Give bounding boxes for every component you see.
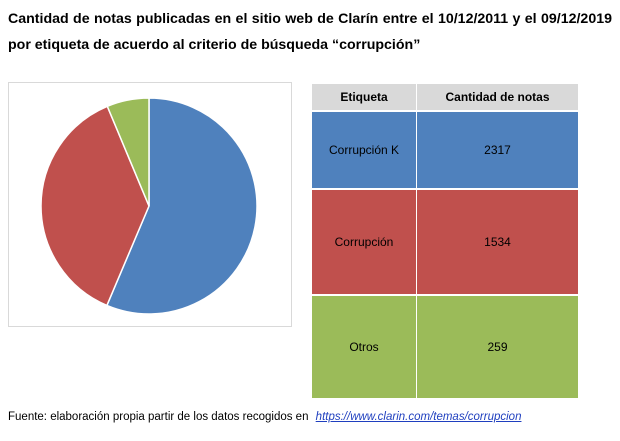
pie-slice-otros <box>106 97 150 207</box>
pie-slice-corrupción-k <box>105 97 258 315</box>
header-etiqueta: Etiqueta <box>312 84 417 112</box>
source-link[interactable]: https://www.clarin.com/temas/corrupcion <box>315 411 522 423</box>
header-cantidad: Cantidad de notas <box>416 84 578 112</box>
table-row: Corrupción K 2317 <box>312 110 578 189</box>
chart-title: Cantidad de notas publicadas en el sitio… <box>8 11 612 53</box>
pie-chart-area <box>8 82 292 327</box>
pie-chart <box>40 97 258 315</box>
data-table: Etiqueta Cantidad de notas Corrupción K … <box>312 84 578 398</box>
row-label: Corrupción <box>312 188 417 295</box>
table-row: Corrupción 1534 <box>312 188 578 295</box>
table-header-row: Etiqueta Cantidad de notas <box>312 84 578 112</box>
table-row: Otros 259 <box>312 294 578 398</box>
row-value: 1534 <box>416 188 578 295</box>
source-note: Fuente: elaboración propia partir de los… <box>8 411 521 423</box>
source-text: Fuente: elaboración propia partir de los… <box>8 411 309 423</box>
row-value: 2317 <box>416 110 578 189</box>
row-label: Corrupción K <box>312 110 417 189</box>
row-value: 259 <box>416 294 578 398</box>
row-label: Otros <box>312 294 417 398</box>
pie-slice-corrupción <box>40 105 150 307</box>
